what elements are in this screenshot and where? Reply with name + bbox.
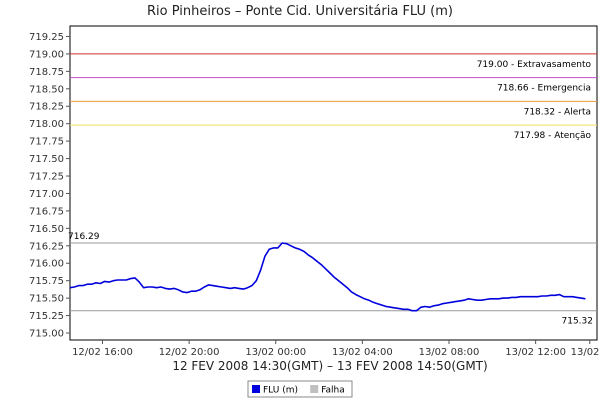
y-tick-label-16: 719.00 <box>29 49 64 60</box>
reference-line-label-0: 719.00 - Extravasamento <box>477 60 592 70</box>
y-tick-label-4: 716.00 <box>29 259 64 270</box>
x-tick-label-3: 13/02 04:00 <box>332 347 393 358</box>
chart-title: Rio Pinheiros – Ponte Cid. Universitária… <box>147 4 453 19</box>
legend-box <box>247 380 353 398</box>
y-tick-label-9: 717.25 <box>29 172 64 183</box>
y-tick-label-0: 715.00 <box>29 329 64 340</box>
reference-line-label-1: 718.66 - Emergencia <box>497 84 591 94</box>
y-tick-label-13: 718.25 <box>29 102 64 113</box>
y-tick-label-8: 717.00 <box>29 189 64 200</box>
extreme-label-0: 716.29 <box>68 232 100 242</box>
reference-line-label-3: 717.98 - Atenção <box>514 131 592 141</box>
y-tick-label-5: 716.25 <box>29 241 64 252</box>
y-tick-label-3: 715.75 <box>29 276 64 287</box>
y-tick-label-7: 716.75 <box>29 206 64 217</box>
legend-swatch-1 <box>310 385 319 393</box>
y-tick-label-17: 719.25 <box>29 32 64 43</box>
y-tick-label-2: 715.50 <box>29 294 64 305</box>
y-tick-label-11: 717.75 <box>29 137 64 148</box>
x-tick-label-5: 13/02 12:00 <box>505 347 566 358</box>
legend-label-0: FLU (m) <box>263 386 298 396</box>
plot-area: 715.00 715.25 715.50 715.75 716.00 716.25 716.… <box>29 25 600 358</box>
y-tick-label-1: 715.25 <box>29 311 64 322</box>
x-tick-label-1: 12/02 20:00 <box>159 347 220 358</box>
y-tick-label-15: 718.75 <box>29 67 64 78</box>
y-tick-label-10: 717.50 <box>29 154 64 165</box>
x-tick-label-6: 13/02 1 <box>571 347 600 358</box>
x-tick-label-0: 12/02 16:00 <box>72 347 133 358</box>
y-tick-label-12: 718.00 <box>29 119 64 130</box>
plot-frame <box>69 25 598 341</box>
y-tick-label-6: 716.50 <box>29 224 64 235</box>
x-tick-label-2: 13/02 00:00 <box>245 347 306 358</box>
legend-swatch-0 <box>252 385 260 393</box>
reference-line-label-2: 718.32 - Alerta <box>524 107 591 117</box>
x-axis-label: 12 FEV 2008 14:30(GMT) – 13 FEV 2008 14:… <box>172 359 487 373</box>
y-tick-label-14: 718.50 <box>29 84 64 95</box>
legend: FLU (m) Falha <box>247 380 353 398</box>
x-tick-label-4: 13/02 08:00 <box>419 347 480 358</box>
legend-label-1: Falha <box>321 386 345 396</box>
extreme-label-1: 715.32 <box>562 317 594 327</box>
series-line-0 <box>69 242 586 312</box>
